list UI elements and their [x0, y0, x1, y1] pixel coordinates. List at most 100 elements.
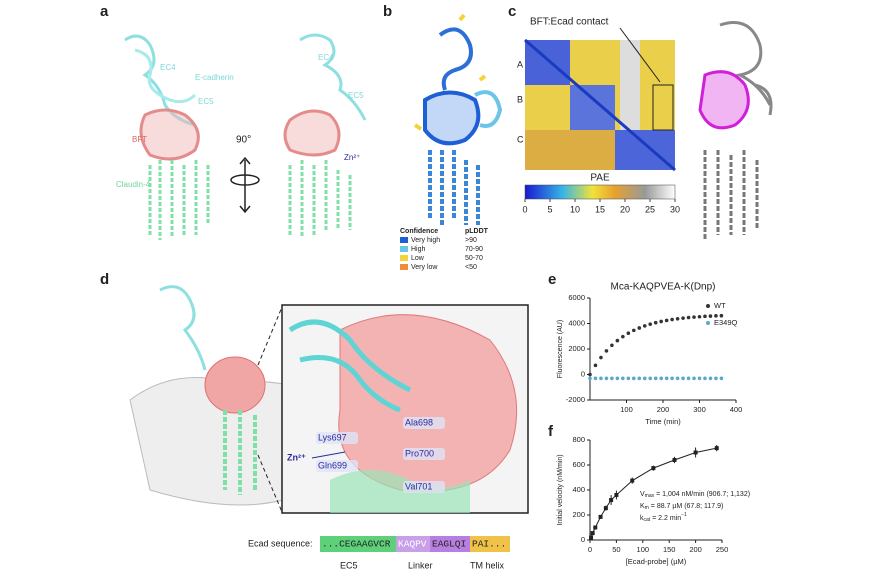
legend-swatch	[400, 237, 408, 243]
annotation-part: V	[640, 491, 645, 498]
data-point	[609, 498, 614, 502]
structure-b	[413, 13, 503, 225]
data-point	[670, 376, 674, 381]
sequence-label: Ecad sequence:	[248, 538, 313, 548]
y-tick-label: 400	[572, 485, 585, 494]
data-point	[719, 376, 724, 381]
data-point	[593, 363, 598, 368]
legend-label: E349Q	[714, 318, 738, 327]
sequence-segment	[430, 536, 470, 552]
x-tick-label: 100	[637, 545, 650, 554]
x-tick-label: 400	[730, 405, 743, 414]
data-point	[614, 493, 619, 497]
data-point	[686, 315, 691, 320]
data-point	[632, 376, 636, 381]
annotation: BFT:Ecad contact	[530, 17, 609, 28]
data-point	[659, 376, 663, 381]
panel-label: f	[548, 423, 554, 440]
data-point	[642, 324, 647, 328]
data-point	[593, 525, 598, 530]
residue-box	[316, 460, 358, 472]
data-point	[675, 376, 680, 381]
data-point	[632, 328, 636, 333]
residue-box	[316, 432, 358, 444]
structure-label: E-cadherin	[195, 73, 234, 82]
y-tick-label: 600	[572, 460, 585, 469]
data-point	[681, 376, 685, 381]
data-point	[590, 531, 595, 536]
data-point	[675, 316, 680, 321]
colorbar-tick-label: 25	[645, 204, 655, 214]
colorbar-label: PAE	[590, 173, 610, 184]
legend-range: 50-70	[465, 255, 483, 262]
colorbar-tick-label: 30	[670, 204, 680, 214]
data-point	[697, 314, 702, 319]
panel-label: c	[508, 3, 516, 20]
colorbar	[524, 184, 676, 200]
sequence-text: KAQPV	[398, 539, 427, 550]
region-label: Linker	[408, 560, 433, 570]
data-point	[610, 343, 614, 348]
legend-swatch	[400, 255, 408, 261]
block-label: C	[517, 134, 524, 144]
annotation-part: = 2.2 min	[650, 515, 681, 522]
residue-label: Gln699	[318, 460, 347, 470]
residue-label: Val701	[405, 481, 432, 491]
colorbar-tick-label: 20	[620, 204, 630, 214]
sequence-text: EAGLQI	[432, 539, 466, 550]
data-point	[637, 376, 642, 381]
sequence-segment	[396, 536, 430, 552]
data-point	[630, 478, 635, 483]
legend-header: pLDDT	[465, 228, 489, 235]
structure-label: Zn²⁺	[344, 153, 360, 162]
panel-label: d	[100, 271, 109, 288]
data-point	[615, 376, 620, 381]
data-point	[604, 349, 609, 353]
annotation: Km = 88.7 µM (67.8; 117.9)	[640, 503, 723, 511]
data-point	[603, 506, 608, 511]
sequence-text: ...CEGAAGVCR	[322, 539, 391, 550]
y-tick-label: 0	[581, 535, 585, 544]
y-tick-label: -2000	[566, 395, 585, 404]
structure-a	[124, 33, 367, 240]
residue-label: Ala698	[405, 417, 433, 427]
data-point	[692, 376, 696, 381]
data-point	[708, 376, 713, 381]
x-tick-label: 100	[620, 405, 633, 414]
x-tick-label: 50	[612, 545, 620, 554]
legend-range: >90	[465, 237, 477, 244]
residue-label: Pro700	[405, 448, 434, 458]
data-point	[714, 314, 718, 318]
annotation-part: = 88.7 µM (67.8; 117.9)	[649, 503, 724, 510]
legend-label: Very high	[411, 237, 440, 244]
annotation-part: K	[640, 503, 645, 510]
legend-range: 70-90	[465, 246, 483, 253]
residue-box	[403, 448, 445, 460]
data-point	[626, 376, 631, 381]
legend-marker	[706, 304, 710, 308]
structure-label: EC4	[318, 53, 334, 62]
data-point	[637, 326, 642, 330]
data-point	[703, 376, 707, 381]
data-point	[599, 376, 603, 381]
structure-c	[698, 21, 773, 240]
legend-label: Very low	[411, 264, 438, 271]
structure-label: EC5	[198, 97, 214, 106]
y-tick-label: 800	[572, 435, 585, 444]
x-tick-label: 150	[663, 545, 676, 554]
block-label: B	[517, 94, 523, 104]
y-axis-label: Initial velocity (nM/min)	[557, 454, 564, 525]
rotation-arrow	[230, 156, 260, 214]
legend-swatch	[400, 264, 408, 270]
y-tick-label: 2000	[568, 344, 585, 353]
block-label: A	[517, 59, 523, 69]
annotation-sub: m	[645, 505, 649, 511]
y-tick-label: 4000	[568, 318, 585, 327]
data-point	[588, 376, 592, 381]
x-axis-label: Time (min)	[645, 417, 681, 426]
structure-d	[129, 285, 529, 514]
x-tick-label: 200	[657, 405, 670, 414]
residue-box	[403, 481, 445, 493]
data-point	[664, 376, 669, 381]
y-axis-label: Fluorescence (AU)	[557, 320, 564, 378]
